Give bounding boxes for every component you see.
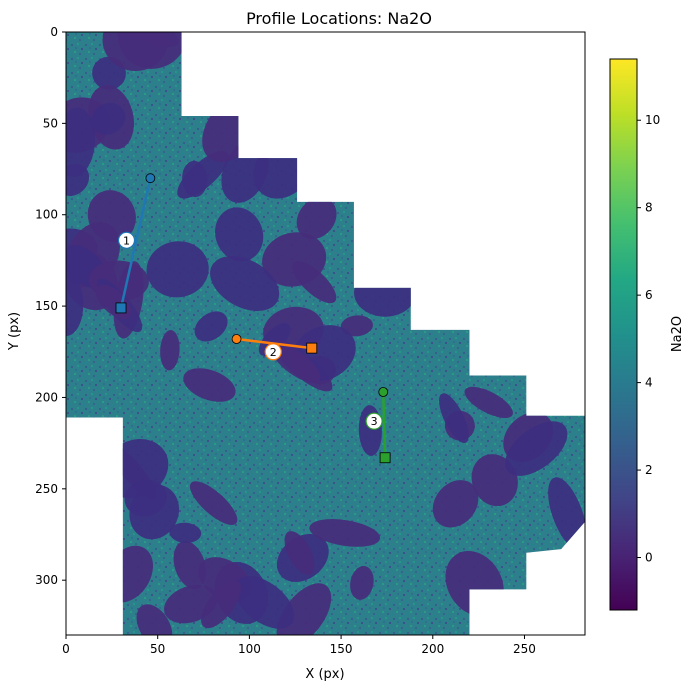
profile-start-marker [145,173,156,184]
profile-label: 1 [123,234,130,247]
plot-area: 1 2 3 [66,32,585,635]
profile-label-badge [117,231,136,249]
grain-blob [91,102,126,135]
profile-line [119,177,152,309]
colorbar-tick-label: 2 [645,463,653,477]
grain-blob [210,256,280,312]
y-tick-label: 250 [35,482,58,496]
profile-label: 3 [371,415,378,428]
y-axis-ticks: 0 50 100 150 200 250 300 [35,25,66,587]
grain-blob [464,386,513,419]
grain-blob [284,531,315,575]
x-tick-label: 0 [62,642,70,656]
grain-blob [183,368,236,402]
grain-blob [182,160,208,198]
colorbar-tick-label: 6 [645,288,653,302]
colorbar-tick-label: 0 [645,551,653,565]
profile-line [382,391,387,458]
plot-frame [65,31,586,636]
grain-blob [201,580,242,629]
grain-blob [432,480,479,528]
profile-2: 2 [231,334,318,361]
grain-blob [296,197,337,240]
profile-start-marker [378,387,389,397]
grain-blob [136,604,173,635]
x-tick-label: 100 [238,642,261,656]
colorbar-ticks: 0 2 4 6 8 10 [637,113,660,565]
grain-blob [189,481,238,525]
colorbar-tick-label: 8 [645,201,653,215]
profile-end-marker [115,302,127,314]
profile-label-badge [365,412,383,430]
grain-blob [340,315,373,337]
y-tick-label: 200 [35,390,58,404]
grain-blob [439,393,469,443]
y-tick-label: 50 [43,116,58,130]
grain-blob [276,583,332,635]
colorbar: 0 2 4 6 8 10 Na2O [609,58,685,611]
grain-blob [66,107,96,177]
x-tick-label: 250 [513,642,536,656]
grain-blob [309,519,381,547]
colorbar-gradient [609,58,638,611]
y-tick-label: 100 [35,208,58,222]
profile-lines: 1 2 3 [115,173,391,464]
profile-label: 2 [270,346,277,359]
grain-blob [234,576,295,629]
chart-title: Profile Locations: Na2O [246,9,432,28]
profile-label-badge [264,343,282,361]
grain-blob [146,241,209,298]
y-tick-label: 150 [35,299,58,313]
colorbar-label: Na2O [670,316,685,352]
grain-blob [194,311,228,342]
y-tick-label: 0 [50,25,58,39]
x-tick-label: 50 [150,642,165,656]
colorbar-tick-label: 4 [645,376,653,390]
grain-blob [87,190,136,242]
grain-blob [262,232,327,287]
grain-blob [173,541,207,590]
profile-start-marker [231,334,242,344]
x-axis-ticks: 0 50 100 150 200 250 [62,635,536,656]
grain-blob [102,32,169,72]
grain-blob [505,421,568,476]
profile-end-marker [379,452,391,464]
grain-blob [160,329,180,371]
x-axis-label: X (px) [305,667,344,682]
profile-1: 1 [115,173,156,314]
low-na2o-grains [66,32,585,635]
x-tick-label: 150 [330,642,353,656]
x-tick-label: 200 [421,642,444,656]
profile-3: 3 [365,387,391,464]
grain-blob [215,207,264,262]
y-tick-label: 300 [35,573,58,587]
y-axis-label: Y (px) [7,312,22,351]
grain-blob [129,484,180,540]
grain-blob [271,343,321,383]
profile-end-marker [306,342,318,354]
colorbar-tick-label: 10 [645,113,660,127]
grain-blob [350,566,374,600]
grain-blob [164,584,218,624]
grain-blob [169,522,202,543]
